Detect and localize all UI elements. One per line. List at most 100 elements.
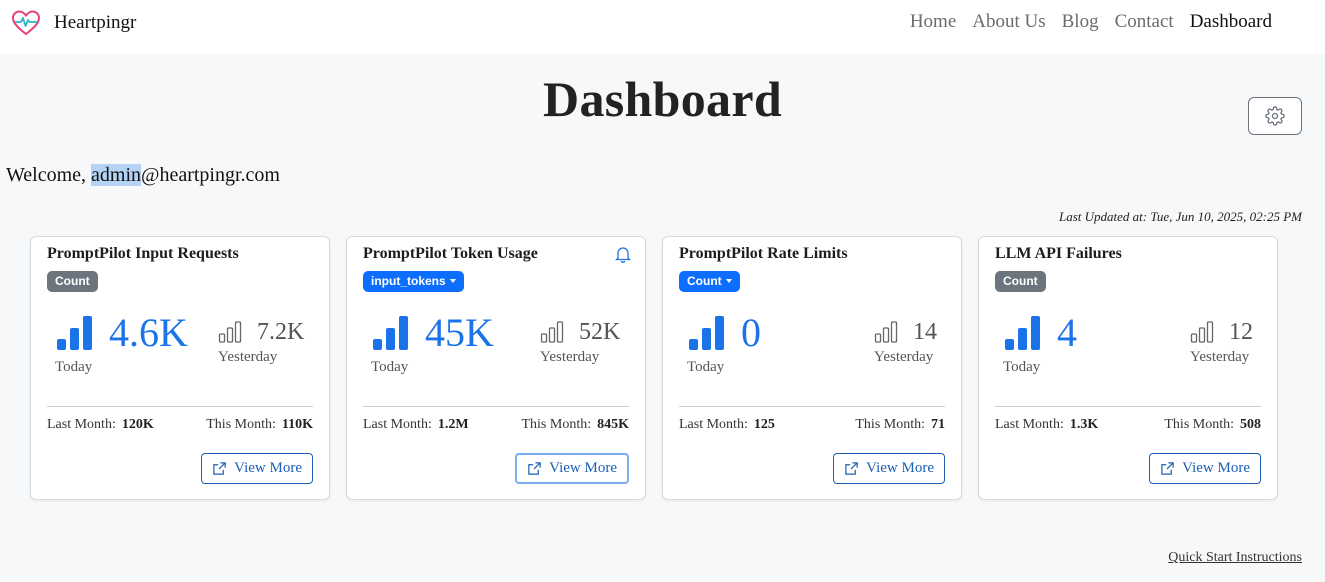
last-month-label: Last Month: (363, 417, 432, 432)
yesterday-label: Yesterday (218, 349, 278, 365)
brand-name: Heartpingr (54, 12, 137, 33)
last-month-stat: Last Month: 1.3K (995, 417, 1098, 433)
view-more-button[interactable]: View More (515, 453, 629, 484)
this-month-label: This Month: (1164, 417, 1234, 432)
settings-button[interactable] (1248, 97, 1302, 135)
signal-bars-icon (373, 316, 408, 350)
card-title: LLM API Failures (995, 245, 1122, 262)
last-month-stat: Last Month: 125 (679, 417, 775, 433)
nav-link-dashboard[interactable]: Dashboard (1189, 11, 1272, 32)
welcome-domain: @heartpingr.com (141, 164, 280, 186)
metric-card-llm-api-failures: LLM API Failures Count 4 Today 12 Yester… (978, 236, 1278, 500)
view-more-label: View More (549, 460, 617, 476)
badge-label: input_tokens (371, 274, 446, 288)
today-label: Today (371, 359, 409, 375)
external-link-icon (1161, 462, 1174, 475)
yesterday-label: Yesterday (1190, 349, 1250, 365)
yesterday-value: 12 (1229, 319, 1253, 345)
last-month-label: Last Month: (47, 417, 116, 432)
signal-bars-icon (57, 316, 92, 350)
this-month-label: This Month: (855, 417, 925, 432)
metric-badge: Count (47, 271, 98, 292)
last-month-value: 120K (121, 417, 154, 432)
last-month-value: 1.3K (1069, 417, 1099, 432)
view-more-label: View More (1182, 460, 1250, 476)
nav-link-blog[interactable]: Blog (1061, 11, 1099, 32)
last-month-label: Last Month: (679, 417, 748, 432)
nav-link-home[interactable]: Home (909, 11, 957, 32)
today-label: Today (687, 359, 725, 375)
metric-card-token-usage: PromptPilot Token Usage input_tokens 45K… (346, 236, 646, 500)
this-month-stat: This Month: 110K (206, 417, 313, 433)
nav-links: Home About Us Blog Contact Dashboard (894, 11, 1272, 33)
card-divider (363, 406, 629, 407)
metric-dropdown[interactable]: input_tokens (363, 271, 464, 292)
metric-dropdown[interactable]: Count (679, 271, 740, 292)
nav-link-about-us[interactable]: About Us (972, 11, 1046, 32)
last-month-value: 125 (753, 417, 775, 432)
welcome-message: Welcome, admin@heartpingr.com (6, 164, 280, 187)
view-more-label: View More (866, 460, 934, 476)
view-more-button[interactable]: View More (833, 453, 945, 484)
signal-bars-outline-icon (1190, 321, 1214, 343)
this-month-label: This Month: (206, 417, 276, 432)
metric-card-input-requests: PromptPilot Input Requests Count 4.6K To… (30, 236, 330, 500)
caret-down-icon (449, 278, 456, 283)
last-month-stat: Last Month: 120K (47, 417, 154, 433)
badge-label: Count (55, 274, 90, 288)
yesterday-value: 7.2K (257, 319, 305, 345)
this-month-value: 110K (281, 417, 313, 432)
this-month-stat: This Month: 845K (521, 417, 629, 433)
caret-down-icon (725, 278, 732, 283)
external-link-icon (845, 462, 858, 475)
signal-bars-icon (689, 316, 724, 350)
metric-card-rate-limits: PromptPilot Rate Limits Count 0 Today 14… (662, 236, 962, 500)
this-month-stat: This Month: 71 (855, 417, 945, 433)
this-month-value: 508 (1240, 417, 1261, 432)
welcome-username-selection: admin (91, 164, 142, 186)
today-value: 4 (1057, 310, 1077, 355)
quick-start-link[interactable]: Quick Start Instructions (1168, 550, 1302, 565)
card-divider (47, 406, 313, 407)
this-month-label: This Month: (521, 417, 592, 432)
today-value: 4.6K (109, 310, 188, 355)
signal-bars-outline-icon (540, 321, 564, 343)
view-more-label: View More (234, 460, 302, 476)
external-link-icon (528, 462, 541, 475)
this-month-stat: This Month: 508 (1164, 417, 1261, 433)
last-month-stat: Last Month: 1.2M (363, 417, 469, 433)
today-label: Today (1003, 359, 1041, 375)
top-navbar: Heartpingr Home About Us Blog Contact Da… (0, 0, 1325, 54)
view-more-button[interactable]: View More (1149, 453, 1261, 484)
welcome-prefix: Welcome, (6, 164, 92, 186)
today-value: 45K (425, 310, 494, 355)
gear-icon (1265, 106, 1285, 126)
view-more-button[interactable]: View More (201, 453, 313, 484)
last-month-value: 1.2M (437, 417, 469, 432)
heart-pulse-icon (12, 10, 40, 36)
signal-bars-outline-icon (874, 321, 898, 343)
yesterday-label: Yesterday (540, 349, 600, 365)
nav-link-contact[interactable]: Contact (1114, 11, 1174, 32)
today-value: 0 (741, 310, 761, 355)
bell-icon[interactable] (615, 245, 631, 263)
signal-bars-icon (1005, 316, 1040, 350)
card-divider (995, 406, 1261, 407)
badge-label: Count (1003, 274, 1038, 288)
card-divider (679, 406, 945, 407)
page-title: Dashboard (543, 71, 782, 127)
signal-bars-outline-icon (218, 321, 242, 343)
last-month-label: Last Month: (995, 417, 1064, 432)
yesterday-value: 52K (579, 319, 621, 345)
last-updated-timestamp: Last Updated at: Tue, Jun 10, 2025, 02:2… (1058, 209, 1302, 224)
card-title: PromptPilot Input Requests (47, 245, 239, 262)
external-link-icon (213, 462, 226, 475)
card-title: PromptPilot Token Usage (363, 245, 538, 262)
yesterday-value: 14 (913, 319, 937, 345)
this-month-value: 845K (597, 417, 629, 432)
metric-badge: Count (995, 271, 1046, 292)
brand[interactable]: Heartpingr (12, 10, 136, 36)
yesterday-label: Yesterday (874, 349, 934, 365)
today-label: Today (55, 359, 93, 375)
card-title: PromptPilot Rate Limits (679, 245, 848, 262)
